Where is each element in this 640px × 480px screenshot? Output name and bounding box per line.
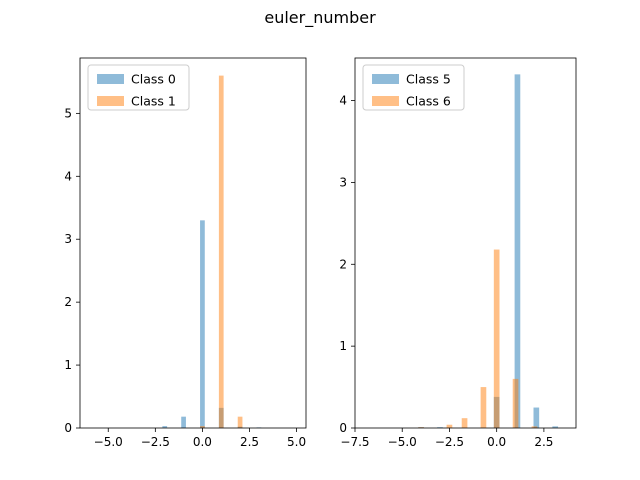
y-tick-label: 1 <box>64 358 72 372</box>
subplot-0: −5.0 −2.5 0.0 2.5 5.0 0 1 2 3 4 5 Class 0 Class 1 <box>64 57 307 449</box>
bar-class-5-4 <box>533 407 540 428</box>
y-tick-label: 2 <box>64 295 72 309</box>
subplot-1: −7.5 −5.0 −2.5 0.0 2.5 0 1 2 3 4 Class 5 Class 6 <box>339 57 577 449</box>
legend-swatch <box>97 96 124 106</box>
y-tick-label: 5 <box>64 106 72 120</box>
legend-label: Class 1 <box>131 94 176 109</box>
x-tick-label: −5.0 <box>94 435 123 449</box>
bars-group <box>418 74 559 428</box>
y-tick-label: 4 <box>339 94 347 108</box>
legend-label: Class 6 <box>406 94 451 109</box>
x-tick-label: 2.5 <box>240 435 259 449</box>
legend-label: Class 5 <box>406 72 451 87</box>
x-tick-label: −5.0 <box>388 435 417 449</box>
legend: Class 5 Class 6 <box>362 64 465 111</box>
axes-frame <box>79 57 307 429</box>
y-tick-label: 3 <box>339 175 347 189</box>
legend-swatch <box>372 74 399 84</box>
bar-class-6-3 <box>480 387 487 428</box>
y-tick-label: 1 <box>339 339 347 353</box>
bar-class-6-0 <box>418 427 424 428</box>
x-tick-label: 0.0 <box>193 435 212 449</box>
bar-class-5-3 <box>514 74 521 428</box>
x-tick-label: −7.5 <box>340 435 369 449</box>
y-tick-label: 0 <box>339 421 347 435</box>
legend-swatch <box>97 74 124 84</box>
bar-class-0-2 <box>200 220 205 428</box>
bar-class-1-0 <box>200 426 205 428</box>
y-tick-label: 0 <box>64 421 72 435</box>
bar-class-0-0 <box>162 426 168 428</box>
legend-label: Class 0 <box>131 72 176 87</box>
bar-class-5-5 <box>552 426 559 428</box>
y-tick-label: 2 <box>339 257 347 271</box>
bar-class-6-6 <box>531 426 538 428</box>
bar-class-1-1 <box>218 75 224 428</box>
bar-class-5-1 <box>437 427 443 428</box>
bar-class-1-2 <box>237 416 243 428</box>
x-tick-label: 2.5 <box>534 435 553 449</box>
axes-frame <box>354 57 577 429</box>
legend-swatch <box>372 96 399 106</box>
y-tick-label: 3 <box>64 232 72 246</box>
bar-class-0-1 <box>181 416 186 428</box>
y-tick-label: 4 <box>64 169 72 183</box>
bar-class-6-2 <box>461 418 468 428</box>
bar-class-6-1 <box>446 424 453 428</box>
figure-title: euler_number <box>264 8 376 27</box>
x-tick-label: −2.5 <box>141 435 170 449</box>
x-tick-label: 0.0 <box>487 435 506 449</box>
x-tick-label: 5.0 <box>287 435 306 449</box>
x-tick-label: −2.5 <box>435 435 464 449</box>
bars-group <box>162 75 262 428</box>
bar-class-6-4 <box>493 249 500 428</box>
bar-class-6-5 <box>512 378 519 428</box>
legend: Class 0 Class 1 <box>87 64 190 111</box>
